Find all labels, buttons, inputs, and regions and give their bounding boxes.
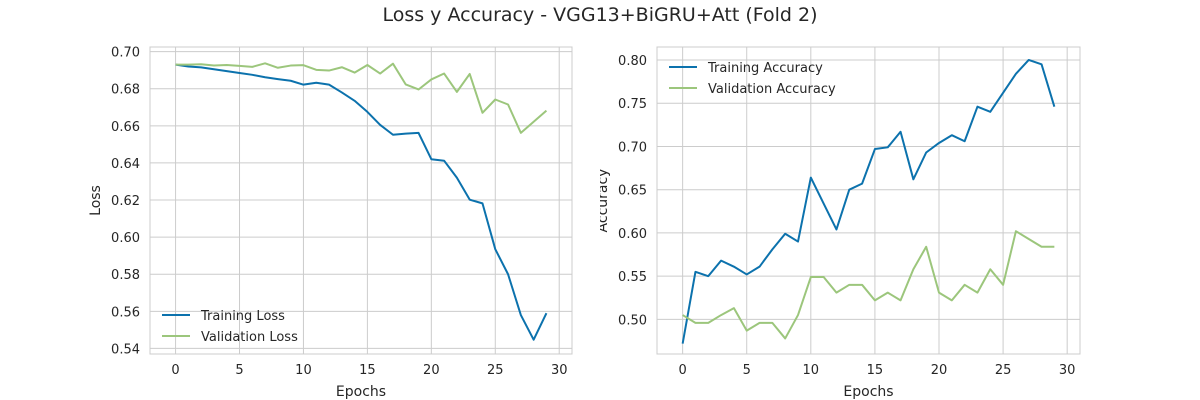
y-tick-label: 0.66	[111, 120, 140, 135]
x-tick-label: 0	[171, 363, 179, 378]
y-tick-label: 0.60	[111, 231, 140, 246]
y-tick-label: 0.64	[111, 157, 140, 172]
x-tick-label: 20	[423, 363, 440, 378]
y-tick-label: 0.54	[111, 342, 140, 357]
y-tick-label: 0.58	[111, 268, 140, 283]
x-axis-label: Epochs	[843, 384, 893, 400]
y-tick-label: 0.50	[618, 313, 647, 328]
x-tick-label: 5	[743, 363, 751, 378]
y-tick-label: 0.55	[618, 270, 647, 285]
x-tick-label: 30	[1059, 363, 1076, 378]
axes-frame	[149, 46, 573, 355]
x-tick-label: 15	[867, 363, 884, 378]
series-line-training	[175, 63, 548, 341]
x-tick-label: 0	[678, 363, 686, 378]
legend-label: Training Accuracy	[707, 61, 823, 76]
grid	[657, 47, 1080, 354]
y-tick-label: 0.80	[618, 54, 647, 69]
x-tick-label: 25	[995, 363, 1012, 378]
y-tick-label: 0.62	[111, 194, 140, 209]
y-tick-label: 0.70	[618, 140, 647, 155]
legend-label: Training Loss	[200, 309, 285, 324]
legend-label: Validation Accuracy	[708, 82, 836, 97]
y-tick-label: 0.65	[618, 184, 647, 199]
series-line-validation	[175, 62, 548, 134]
y-tick-label: 0.60	[618, 227, 647, 242]
series-line-validation	[682, 230, 1055, 340]
axes-frame	[656, 46, 1081, 355]
x-axis-label: Epochs	[336, 384, 386, 400]
legend: Training Accuracy Validation Accuracy	[669, 61, 836, 97]
series-line-training	[681, 58, 1056, 344]
x-tick-label: 20	[931, 363, 948, 378]
x-tick-label: 30	[551, 363, 568, 378]
x-tick-label: 15	[359, 363, 376, 378]
y-axis-label: Loss	[88, 185, 104, 216]
x-tick-label: 10	[803, 363, 820, 378]
y-tick-label: 0.70	[111, 46, 140, 61]
x-tick-label: 10	[295, 363, 312, 378]
x-tick-label: 25	[487, 363, 504, 378]
x-tick-label: 5	[235, 363, 243, 378]
legend: Training Loss Validation Loss	[162, 309, 298, 345]
figure-title: Loss y Accuracy - VGG13+BiGRU+Att (Fold …	[382, 4, 818, 26]
legend-label: Validation Loss	[201, 330, 298, 345]
accuracy-chart: 0 5 10 15 20 25 30 0.50 0.55 0.60 0.65 0.70 0.75 0.80…	[600, 46, 1081, 400]
y-tick-label: 0.75	[618, 97, 647, 112]
grid	[150, 47, 572, 354]
y-tick-label: 0.56	[111, 305, 140, 320]
y-tick-label: 0.68	[111, 83, 140, 98]
y-axis-label: Accuracy	[600, 169, 611, 233]
loss-chart: 0 5 10 15 20 25 30 0.54 0.56 0.58 0.60 0.62 0.64 0.66…	[88, 46, 573, 400]
